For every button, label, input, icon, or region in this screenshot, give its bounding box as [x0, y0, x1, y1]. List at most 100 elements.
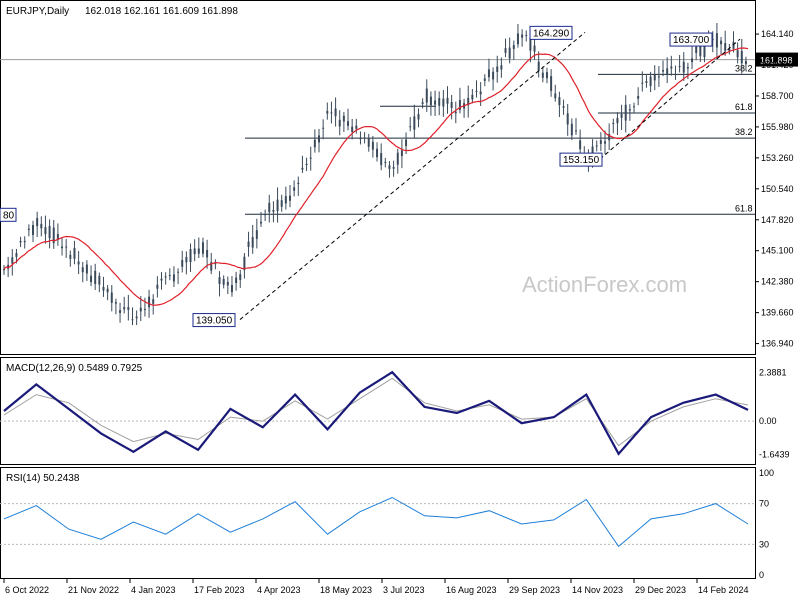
candle-body: [384, 161, 387, 163]
candle-body: [73, 248, 76, 259]
candle-body: [500, 65, 503, 70]
candle-body: [409, 126, 412, 128]
x-tick-label: 14 Feb 2024: [698, 585, 749, 595]
candle-body: [210, 262, 213, 271]
price-callout-label: 164.290: [533, 28, 570, 39]
candle-body: [44, 227, 47, 235]
candle-body: [541, 72, 544, 78]
candle-body: [301, 167, 304, 170]
price-callout-label: 80: [3, 210, 15, 221]
candle-body: [703, 42, 706, 58]
macd-tick-label: 2.3881: [759, 367, 787, 377]
price-callout-box: [669, 32, 713, 47]
candle-body: [662, 70, 665, 72]
candle-body: [268, 202, 271, 213]
candle-body: [376, 148, 379, 158]
rsi-tick-label: 0: [759, 570, 764, 580]
candle-body: [351, 126, 354, 132]
candle-body: [148, 296, 151, 308]
price-tick-label: 145.100: [761, 246, 794, 256]
current-price-label: 161.898: [760, 56, 793, 66]
candle-body: [446, 97, 449, 104]
axis-layer: 164.140 161.420 158.700 155.980 153.260 150.5…: [3, 29, 794, 595]
candle-body: [674, 74, 677, 76]
trend-line: [599, 38, 741, 160]
candle-body: [309, 157, 312, 159]
candle-body: [521, 34, 524, 38]
candle-body: [454, 111, 457, 114]
candle-body: [32, 225, 35, 235]
candle-body: [222, 278, 225, 285]
candle-body: [537, 61, 540, 71]
candle-body: [529, 37, 532, 51]
candle-body: [483, 78, 486, 81]
candle-body: [487, 69, 490, 78]
candle-body: [355, 125, 358, 129]
candle-body: [7, 264, 10, 269]
candle-body: [280, 200, 283, 207]
candle-body: [160, 278, 163, 281]
x-tick-label: 4 Jan 2023: [131, 585, 176, 595]
candle-body: [736, 50, 739, 58]
candle-body: [458, 100, 461, 110]
fibonacci-label: 38.2: [735, 127, 753, 137]
x-tick-label: 29 Dec 2023: [635, 585, 686, 595]
candle-body: [201, 242, 204, 254]
candle-body: [276, 199, 279, 212]
fibonacci-label: 61.8: [735, 203, 753, 213]
candle-body: [334, 108, 337, 117]
candle-body: [574, 130, 577, 132]
candle-body: [371, 141, 374, 150]
price-tick-label: 158.700: [761, 91, 794, 101]
candle-body: [61, 246, 64, 249]
candle-body: [85, 264, 88, 274]
rsi-tick-label: 30: [759, 539, 769, 549]
macd-signal-line: [3, 377, 749, 447]
x-tick-label: 4 Apr 2023: [257, 585, 301, 595]
candle-body: [516, 33, 519, 45]
candle-body: [392, 167, 395, 169]
candle-body: [413, 116, 416, 130]
macd-header: MACD(12,26,9) 0.5489 0.7925: [6, 363, 143, 374]
x-tick-label: 14 Nov 2023: [572, 585, 623, 595]
macd-tick-label: -1.6439: [759, 450, 790, 460]
candle-body: [272, 209, 275, 212]
candle-body: [595, 145, 598, 147]
candle-body: [27, 228, 30, 230]
candle-body: [558, 97, 561, 106]
candle-body: [695, 46, 698, 54]
candle-body: [682, 61, 685, 73]
candle-body: [363, 137, 366, 139]
candle-body: [388, 165, 391, 169]
candle-body: [566, 113, 569, 125]
candle-body: [616, 118, 619, 124]
candle-body: [123, 307, 126, 310]
candle-body: [297, 182, 300, 185]
candle-body: [686, 67, 689, 69]
candle-body: [645, 81, 648, 83]
candle-body: [562, 106, 565, 108]
candle-body: [699, 46, 702, 57]
candle-body: [181, 259, 184, 267]
price-tick-label: 136.940: [761, 339, 794, 349]
candle-body: [678, 66, 681, 68]
candle-body: [554, 93, 557, 99]
candle-body: [206, 250, 209, 258]
price-callout-box: [0, 207, 17, 222]
candle-body: [23, 241, 26, 243]
candle-body: [512, 45, 515, 49]
candle-body: [119, 310, 122, 313]
price-callout-label: 153.150: [563, 155, 600, 166]
candle-body: [744, 60, 747, 65]
candle-body: [720, 40, 723, 45]
candle-body: [711, 38, 714, 41]
watermark: ActionForex.com: [522, 272, 687, 297]
candle-body: [657, 76, 660, 78]
candle-body: [239, 274, 242, 280]
candle-body: [496, 66, 499, 72]
price-callout-box: [529, 25, 573, 40]
candle-body: [417, 114, 420, 120]
candle-body: [177, 271, 180, 273]
rsi-panel: [0, 467, 756, 579]
x-tick-label: 16 Aug 2023: [446, 585, 497, 595]
